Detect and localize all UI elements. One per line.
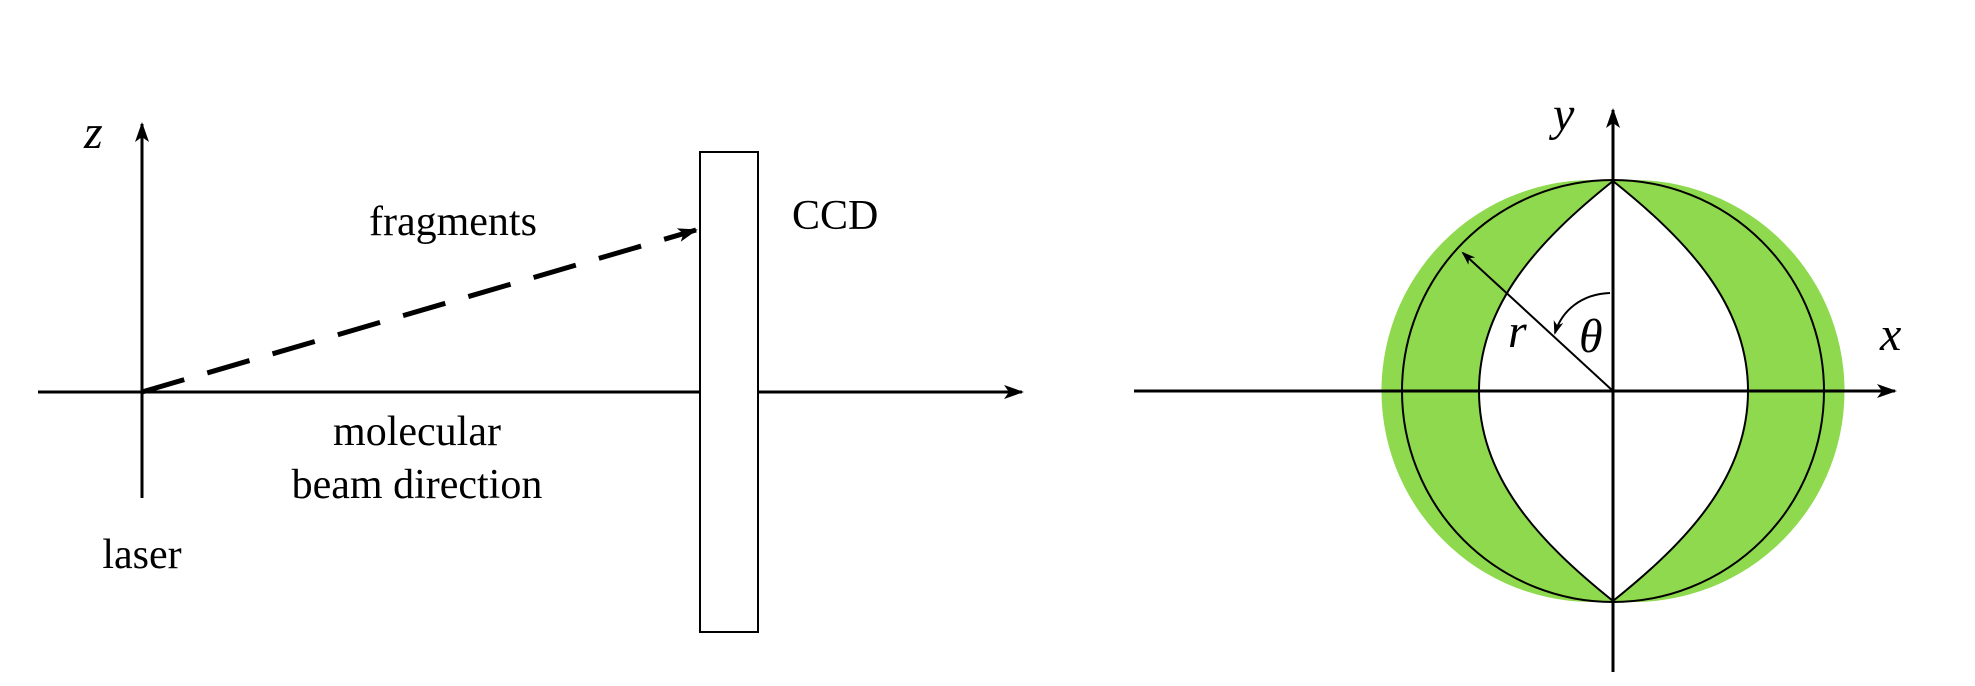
ccd-detector: [699, 151, 759, 633]
laser-label: laser: [102, 532, 181, 578]
ccd-label: CCD: [792, 193, 878, 239]
angle-label: θ: [1579, 310, 1603, 363]
angle-arc: [1553, 292, 1611, 335]
fragments-trajectory: [141, 227, 698, 395]
image-plane-panel: y x r θ: [1134, 88, 1901, 672]
fragments-label: fragments: [369, 199, 537, 245]
beam-setup-panel: z fragments CCD molecular beam direction…: [38, 106, 1024, 633]
x-axis-label: x: [1879, 308, 1901, 361]
beam-direction-label-line2: beam direction: [292, 462, 543, 508]
beam-direction-label-line1: molecular: [333, 409, 501, 455]
radius-label: r: [1508, 305, 1527, 358]
radius-vector: [1461, 251, 1614, 392]
z-axis-label: z: [83, 106, 103, 159]
y-axis-label: y: [1548, 88, 1575, 141]
